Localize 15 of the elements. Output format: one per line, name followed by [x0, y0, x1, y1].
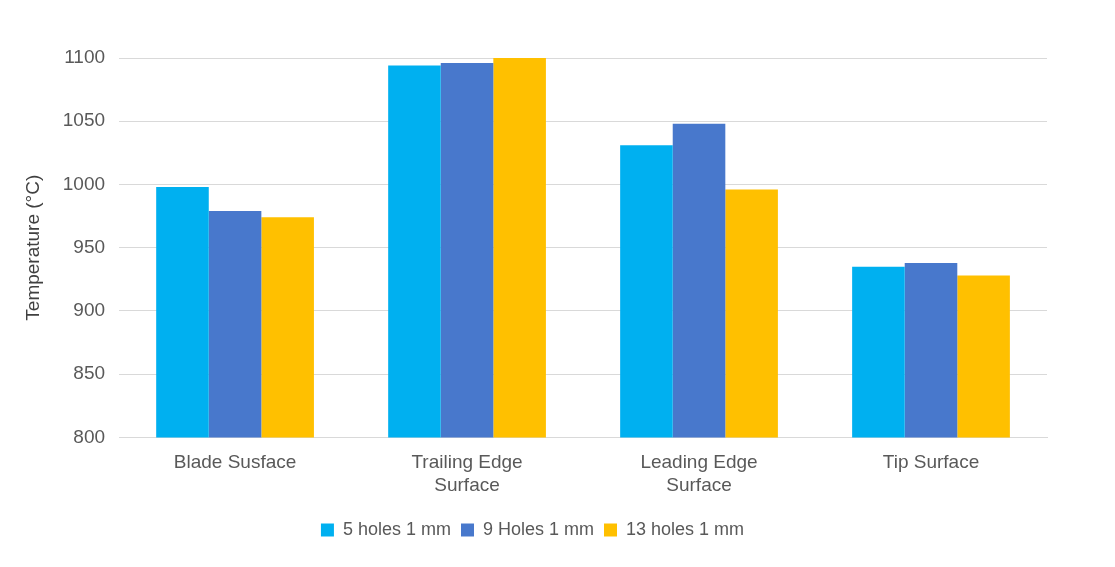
x-tick-label: Leading Edge Surface: [640, 451, 758, 495]
y-tick-label: 1100: [64, 46, 106, 68]
y-tick-label: 1000: [62, 172, 106, 194]
y-tick-label: 1050: [62, 109, 106, 131]
legend-label: 13 holes 1 mm: [626, 518, 745, 539]
y-tick-label: 800: [73, 425, 106, 447]
x-tick-label: Blade Susface: [173, 451, 297, 473]
x-tick-label: Tip Surface: [882, 451, 980, 473]
x-tick-label: Trailing Edge Surface: [411, 451, 523, 495]
y-axis-title: Temperature (°C): [21, 174, 43, 321]
y-tick-label: 900: [73, 299, 106, 321]
legend-label: 9 Holes 1 mm: [482, 518, 595, 539]
y-tick-label: 850: [73, 362, 106, 384]
y-tick-label: 950: [73, 235, 106, 257]
legend-label: 5 holes 1 mm: [342, 518, 451, 539]
